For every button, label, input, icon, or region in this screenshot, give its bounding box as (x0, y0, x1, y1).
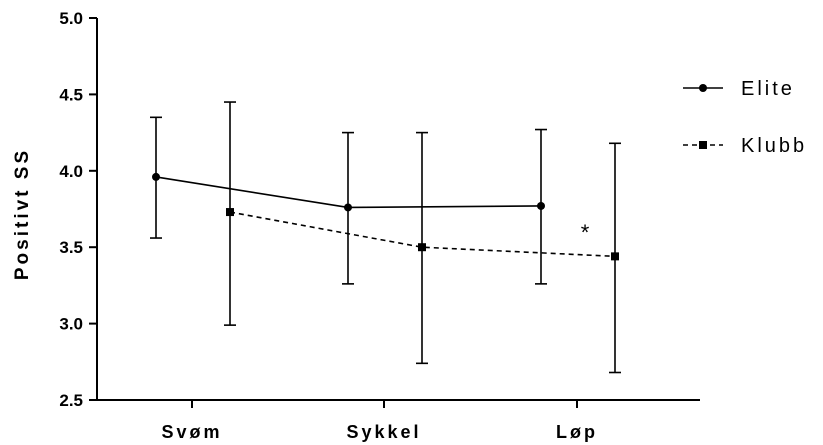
series-klubb (224, 101, 621, 374)
data-point (226, 208, 234, 217)
data-point (152, 172, 160, 181)
data-point (537, 201, 545, 210)
legend-item-elite: Elite (683, 78, 795, 100)
data-point (418, 243, 426, 252)
y-tick-label: 5.0 (59, 9, 83, 28)
x-tick-label: Svøm (161, 422, 222, 442)
series-layer: * (150, 101, 621, 374)
y-tick-label: 4.5 (59, 85, 83, 104)
legend-item-klubb: Klubb (683, 135, 807, 157)
data-point (344, 203, 352, 212)
y-tick-label: 4.0 (59, 162, 83, 181)
axes: 2.5 3.0 3.5 4.0 4.5 5.0 Svøm Sykkel Løp (59, 9, 700, 442)
y-tick-label: 3.0 (59, 315, 83, 334)
y-tick-label: 3.5 (59, 238, 83, 257)
series-elite (150, 116, 547, 285)
legend: Elite Klubb (683, 78, 807, 157)
y-axis-title: Positivt SS (12, 148, 33, 280)
significance-annotation: * (581, 220, 590, 245)
legend-label: Elite (741, 78, 795, 100)
x-tick-label: Sykkel (346, 422, 421, 442)
legend-marker (699, 84, 707, 92)
series-line (229, 211, 616, 258)
y-tick-label: 2.5 (59, 391, 83, 410)
x-tick-label: Løp (556, 422, 598, 442)
data-point (611, 252, 619, 261)
legend-label: Klubb (741, 135, 807, 157)
legend-marker (699, 141, 707, 149)
